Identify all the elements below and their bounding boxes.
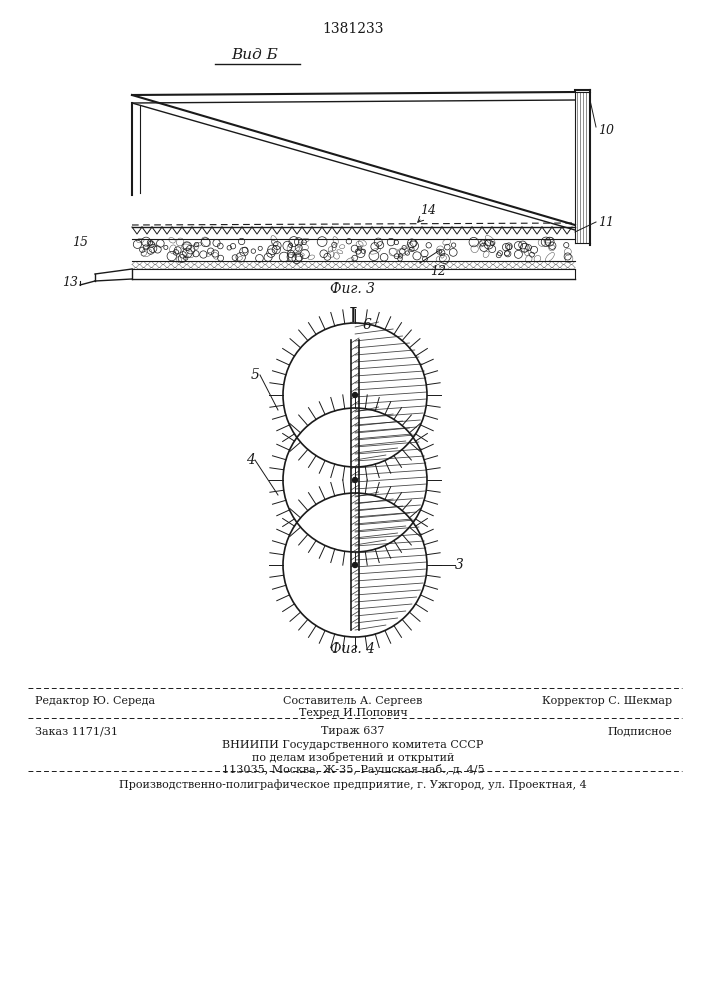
Circle shape — [353, 478, 358, 483]
Text: Тираж 637: Тираж 637 — [321, 726, 385, 736]
Polygon shape — [283, 493, 355, 637]
Circle shape — [353, 562, 358, 568]
Text: ВНИИПИ Государственного комитета СССР: ВНИИПИ Государственного комитета СССР — [222, 740, 484, 750]
Polygon shape — [355, 323, 427, 467]
Text: 10: 10 — [598, 123, 614, 136]
Text: Техред И.Попович: Техред И.Попович — [298, 708, 407, 718]
Text: по делам изобретений и открытий: по делам изобретений и открытий — [252, 752, 454, 763]
Circle shape — [353, 392, 358, 397]
Text: 3: 3 — [455, 558, 464, 572]
Text: 6: 6 — [363, 318, 372, 332]
Text: 4: 4 — [246, 453, 255, 467]
Polygon shape — [283, 408, 355, 552]
Text: 11: 11 — [598, 216, 614, 229]
Text: Корректор С. Шекмар: Корректор С. Шекмар — [542, 696, 672, 706]
Text: 12: 12 — [430, 265, 446, 278]
Polygon shape — [355, 493, 427, 637]
Polygon shape — [355, 408, 427, 552]
Text: 1381233: 1381233 — [322, 22, 384, 36]
Text: Вид Б: Вид Б — [232, 48, 279, 62]
Text: 13: 13 — [62, 276, 78, 289]
Text: I: I — [349, 306, 358, 328]
Text: 15: 15 — [72, 235, 88, 248]
Bar — [351, 340, 359, 630]
Text: Редактор Ю. Середа: Редактор Ю. Середа — [35, 696, 155, 706]
Text: Производственно-полиграфическое предприятие, г. Ужгород, ул. Проектная, 4: Производственно-полиграфическое предприя… — [119, 779, 587, 790]
Text: 113035, Москва, Ж-35, Раушская наб., д. 4/5: 113035, Москва, Ж-35, Раушская наб., д. … — [222, 764, 484, 775]
Text: 14: 14 — [420, 204, 436, 217]
Text: Фиг. 4: Фиг. 4 — [330, 642, 375, 656]
Text: Заказ 1171/31: Заказ 1171/31 — [35, 726, 118, 736]
Text: 5: 5 — [251, 368, 260, 382]
Polygon shape — [283, 323, 355, 467]
Text: Подписное: Подписное — [607, 726, 672, 736]
Text: Составитель А. Сергеев: Составитель А. Сергеев — [284, 696, 423, 706]
Text: Фиг. 3: Фиг. 3 — [330, 282, 375, 296]
